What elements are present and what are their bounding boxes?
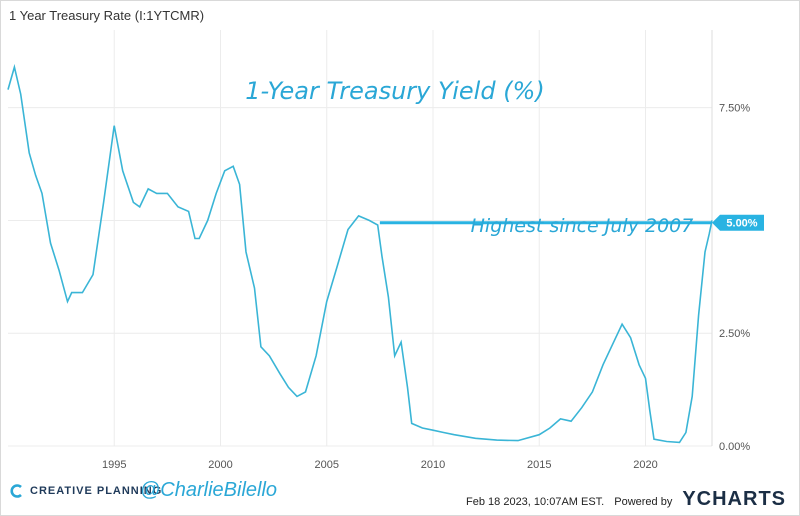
x-tick-label: 2015 (527, 459, 551, 471)
timestamp: Feb 18 2023, 10:07AM EST. (466, 496, 605, 508)
brand-logo: CREATIVE PLANNING (10, 484, 162, 498)
x-tick-label: 2010 (421, 459, 445, 471)
powered-by: Powered by (614, 496, 673, 508)
x-tick-label: 2020 (633, 459, 657, 471)
annotation-text: Highest since July 2007 (471, 215, 694, 237)
last-value-label: 5.00% (726, 218, 757, 230)
y-tick-label: 0.00% (719, 441, 750, 453)
x-tick-label: 2000 (208, 459, 232, 471)
brand-name: CREATIVE PLANNING (30, 485, 163, 497)
x-tick-label: 2005 (315, 459, 339, 471)
footer-meta: Feb 18 2023, 10:07AM EST. Powered by YCH… (466, 488, 786, 511)
x-tick-label: 1995 (102, 459, 126, 471)
author-handle: @CharlieBilello (140, 479, 278, 501)
last-value-badge: 5.00% (712, 214, 764, 231)
creative-planning-icon (10, 484, 22, 498)
series-line (7, 63, 713, 444)
ycharts-logo: YCHARTS (682, 488, 786, 510)
y-tick-label: 2.50% (719, 328, 750, 340)
y-tick-label: 7.50% (719, 103, 750, 115)
chart-title: 1-Year Treasury Yield (%) (245, 77, 544, 105)
page-title: 1 Year Treasury Rate (I:1YTCMR) (9, 8, 205, 23)
